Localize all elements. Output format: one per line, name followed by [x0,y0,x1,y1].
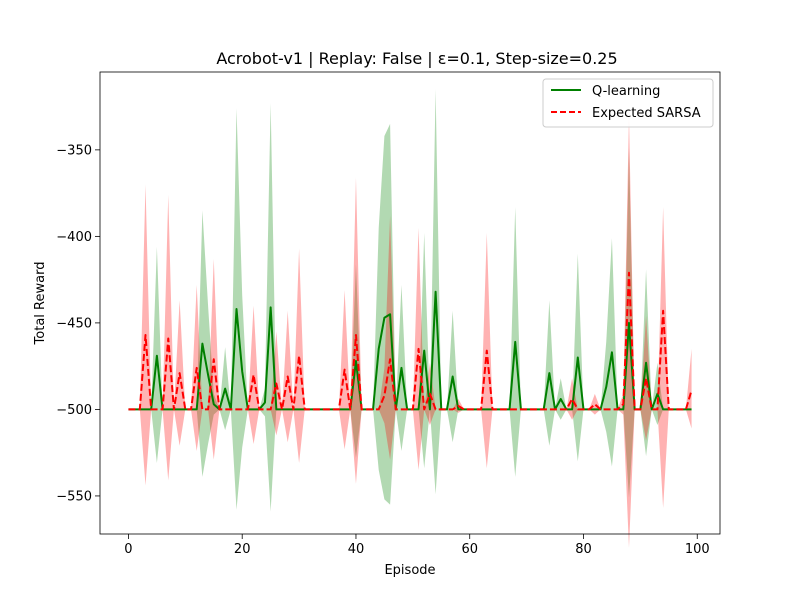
mean-lines [128,271,693,411]
legend-label-expected-sarsa: Expected SARSA [592,106,701,121]
y-axis-label: Total Reward [33,262,48,346]
x-tick-label: 60 [461,542,478,557]
legend-frame [542,78,714,128]
legend: Q-learning Expected SARSA [542,78,714,128]
y-tick-label: −550 [56,489,92,504]
line-expected-sarsa [128,271,693,411]
legend-label-q-learning: Q-learning [592,84,660,99]
plot-frame [99,71,721,535]
x-tick-label: 20 [234,542,251,557]
y-axis-ticks: −550 −500 −450 −400 −350 [56,143,100,504]
x-axis-ticks: 0 20 40 60 80 100 [124,534,710,557]
band-q-learning [128,89,692,512]
x-axis-label: Episode [384,563,435,578]
y-tick-label: −500 [56,403,92,418]
x-tick-label: 80 [575,542,592,557]
chart-title: Acrobot-v1 | Replay: False | ε=0.1, Step… [216,49,617,68]
line-q-learning [128,290,692,411]
y-tick-label: −350 [56,143,92,158]
x-tick-label: 100 [685,542,710,557]
std-bands [128,89,692,548]
x-tick-label: 40 [348,542,365,557]
y-tick-label: −400 [56,230,92,245]
y-tick-label: −450 [56,316,92,331]
x-tick-label: 0 [124,542,132,557]
